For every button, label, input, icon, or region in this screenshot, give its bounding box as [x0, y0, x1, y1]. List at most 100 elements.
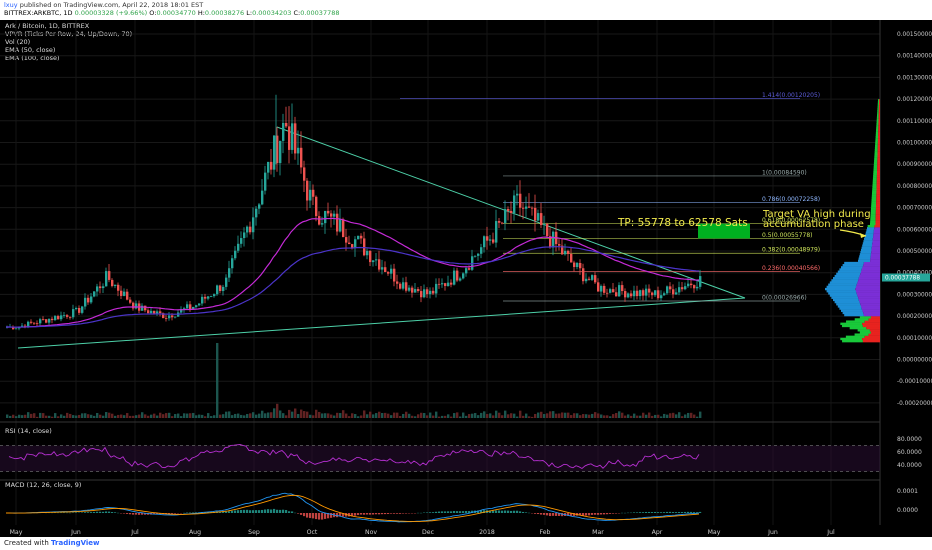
macd-histogram-bar: [282, 509, 285, 513]
vpvr-row-up: [872, 179, 877, 182]
vpvr-row-up: [871, 192, 877, 195]
vpvr-row-down: [872, 242, 880, 245]
tradingview-logo[interactable]: TradingView: [51, 539, 100, 547]
vpvr-row-down: [862, 324, 880, 328]
macd-histogram-bar: [192, 512, 195, 513]
macd-histogram-bar: [93, 511, 96, 513]
macd-histogram-bar: [504, 510, 507, 513]
candle-body: [90, 296, 93, 303]
vpvr-row-up: [834, 274, 860, 278]
volume-bar: [420, 412, 423, 418]
time-tick: May: [708, 529, 721, 536]
macd-histogram-bar: [315, 513, 318, 520]
vpvr-row-up: [833, 298, 859, 302]
volume-bar: [642, 412, 645, 418]
rsi-band: [0, 445, 880, 472]
volume-bar: [363, 410, 366, 418]
volume-bar: [486, 414, 489, 418]
volume-bar: [612, 414, 615, 418]
macd-histogram-bar: [237, 510, 240, 513]
candle-body: [666, 286, 669, 294]
macd-histogram-bar: [588, 513, 591, 516]
price-chart[interactable]: 1.414(0.00120205) 1(0.00084590) 0.786(0.00…: [0, 20, 932, 537]
candle-body: [210, 296, 213, 297]
candle-body: [87, 297, 90, 303]
macd-histogram-bar: [279, 509, 282, 513]
volume-bar: [192, 412, 195, 418]
macd-histogram-bar: [132, 513, 135, 515]
vpvr-row-down: [873, 235, 880, 239]
volume-bar: [414, 416, 417, 418]
vpvr-row-up: [861, 248, 872, 252]
candle-body: [471, 256, 474, 270]
volume-bar: [297, 413, 300, 418]
target-label-line1: Target VA high during: [762, 209, 871, 220]
price-tick: 0.00150000: [897, 32, 932, 38]
candle-body: [192, 306, 195, 310]
candle-body: [522, 207, 525, 209]
time-tick: Sep: [248, 529, 260, 536]
vpvr-row-down: [877, 146, 880, 150]
fib-label: 0(0.00026966): [762, 294, 807, 301]
price-tick: 0.00110000: [897, 119, 932, 125]
macd-histogram-bar: [399, 513, 402, 514]
volume-bar: [465, 415, 468, 418]
vpvr-row-down: [863, 313, 880, 317]
vpvr-row-up: [870, 207, 876, 210]
macd-histogram-bar: [384, 513, 387, 515]
rsi-pane: RSI (14, close) 80.0000 60.0000 40.0000: [0, 427, 922, 472]
candle-body: [69, 316, 72, 318]
volume-bar: [96, 413, 99, 418]
candle-body: [207, 296, 210, 299]
volume-bar: [537, 412, 540, 418]
volume-bar: [411, 415, 414, 418]
candle-body: [387, 272, 390, 274]
vpvr-row-down: [870, 257, 880, 260]
vpvr-row-up: [857, 329, 870, 332]
candle-body: [321, 223, 324, 225]
candle-body: [339, 219, 342, 232]
vpvr-row-down: [858, 298, 880, 302]
macd-histogram-bar: [570, 513, 573, 516]
candle-body: [276, 135, 279, 164]
candle-body: [465, 268, 468, 274]
vpvr-row-up: [874, 149, 878, 152]
macd-histogram-bar: [171, 513, 174, 514]
macd-histogram-bar: [636, 512, 639, 513]
volume-bar: [48, 415, 51, 418]
volume-bar: [657, 414, 660, 418]
high-value: 0.00038276: [204, 9, 245, 17]
vpvr-row-down: [875, 220, 880, 223]
vpvr-row-down: [871, 246, 880, 250]
macd-histogram-bar: [219, 511, 222, 513]
legend-ema100: EMA (100, close): [5, 54, 60, 62]
candle-body: [477, 253, 480, 256]
macd-histogram-bar: [402, 513, 405, 514]
macd-histogram-bar: [462, 511, 465, 513]
vpvr-row-down: [856, 292, 880, 295]
candle-body: [12, 326, 15, 330]
macd-histogram-bar: [519, 511, 522, 513]
vpvr-row-up: [876, 118, 879, 121]
price-tick: 0.00060000: [897, 227, 932, 233]
volume-bar: [315, 409, 318, 418]
macd-histogram-bar: [555, 513, 558, 516]
author-link[interactable]: lxuy: [4, 1, 18, 9]
macd-histogram-bar: [522, 511, 525, 513]
volume-bar: [264, 413, 267, 418]
macd-histogram-bar: [111, 512, 114, 513]
candle-body: [216, 285, 219, 295]
candle-body: [543, 223, 546, 226]
price-axis: 0.00150000 0.00140000 0.00130000 0.00120000…: [882, 32, 932, 407]
candle-body: [168, 315, 171, 319]
rsi-tick: 80.0000: [897, 436, 922, 443]
volume-bar: [609, 416, 612, 418]
candle-body: [489, 239, 492, 241]
vpvr-row-up: [871, 194, 877, 197]
vpvr-row-up: [871, 196, 877, 200]
candle-body: [333, 213, 336, 217]
macd-histogram-bar: [507, 510, 510, 513]
macd-histogram-bar: [342, 513, 345, 517]
macd-histogram-bar: [438, 511, 441, 513]
candle-body: [369, 250, 372, 263]
